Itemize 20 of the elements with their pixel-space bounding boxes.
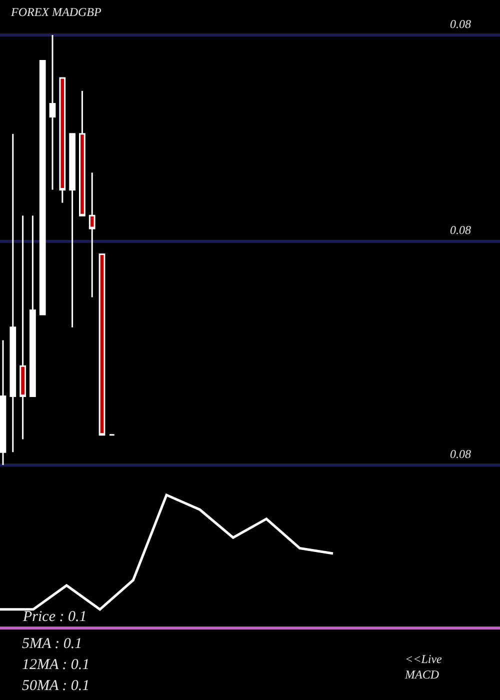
- annotation: 0.08: [450, 447, 471, 461]
- candlestick: [0, 340, 6, 466]
- text: 5MA : 0.1: [22, 636, 82, 652]
- candlestick: [30, 214, 36, 397]
- candlestick: [69, 133, 76, 328]
- candlestick: [98, 254, 106, 436]
- candlestick: [59, 77, 66, 204]
- candlestick: [20, 214, 26, 440]
- candlestick: [79, 90, 86, 216]
- annotation: 0.08: [450, 17, 471, 31]
- text: 12MA : 0.1: [22, 657, 90, 673]
- candlestick: [88, 172, 96, 298]
- annotation: Price : 0.1: [22, 609, 87, 625]
- candlestick: [39, 60, 46, 316]
- text: 50MA : 0.1: [22, 678, 90, 694]
- candlestick: [49, 34, 56, 191]
- candlestick: [10, 133, 16, 453]
- annotation: 0.08: [450, 223, 471, 237]
- chart-title: FOREX MADGBP: [10, 5, 102, 19]
- text: <<Live MACD: [404, 652, 443, 682]
